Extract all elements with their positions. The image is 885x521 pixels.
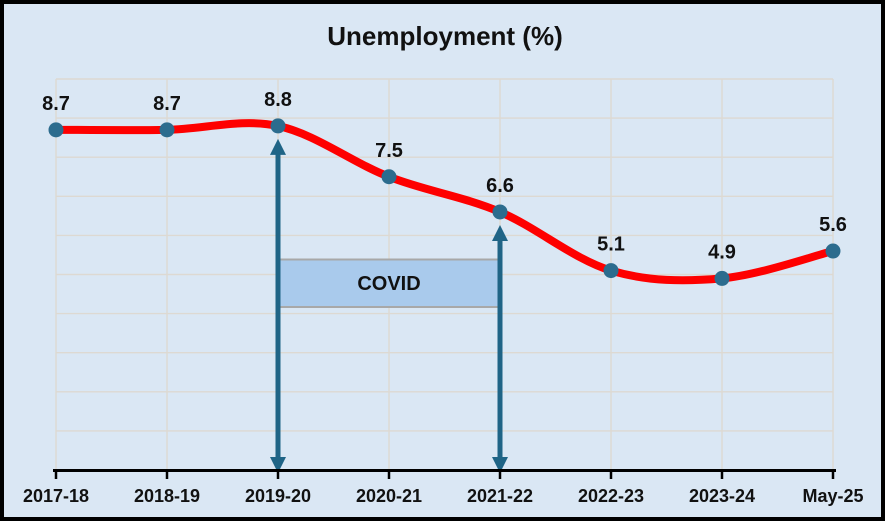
data-value-labels: 8.7 8.7 8.8 7.5 6.6 5.1 4.9 5.6	[42, 89, 847, 263]
covid-label: COVID	[357, 273, 420, 295]
data-point-marker	[270, 118, 286, 134]
x-axis-labels: 2017-18 2018-19 2019-20 2020-21 2021-22 2022-…	[23, 486, 864, 506]
data-point-markers	[48, 118, 841, 286]
x-tick-label: 2021-22	[467, 486, 533, 506]
data-point-marker	[381, 169, 397, 185]
data-value-label: 8.7	[153, 93, 181, 115]
x-tick-label: May-25	[802, 486, 863, 506]
x-tick-label: 2023-24	[689, 486, 755, 506]
data-value-label: 5.6	[819, 214, 847, 236]
data-value-label: 5.1	[597, 234, 625, 256]
data-point-marker	[603, 263, 619, 279]
data-point-marker	[825, 243, 841, 259]
covid-annotation: COVID	[270, 138, 508, 473]
x-tick-label: 2020-21	[356, 486, 422, 506]
data-point-marker	[492, 204, 508, 220]
data-value-label: 8.8	[264, 89, 292, 111]
arrow-head-down	[492, 457, 508, 473]
chart-title: Unemployment (%)	[327, 21, 562, 51]
arrow-head-up	[492, 224, 508, 241]
data-point-marker	[48, 122, 64, 138]
x-axis	[53, 469, 836, 479]
unemployment-series-line	[52, 119, 837, 285]
covid-arrows	[270, 138, 508, 473]
x-tick-label: 2019-20	[245, 486, 311, 506]
data-value-label: 7.5	[375, 140, 403, 162]
data-point-marker	[159, 122, 175, 138]
x-tick-label: 2022-23	[578, 486, 644, 506]
data-point-marker	[714, 270, 730, 286]
data-value-label: 8.7	[42, 93, 70, 115]
x-tick-label: 2017-18	[23, 486, 89, 506]
data-value-label: 6.6	[486, 175, 514, 197]
arrow-head-up	[270, 138, 286, 155]
data-value-label: 4.9	[708, 241, 736, 263]
x-tick-label: 2018-19	[134, 486, 200, 506]
arrow-head-down	[270, 457, 286, 473]
